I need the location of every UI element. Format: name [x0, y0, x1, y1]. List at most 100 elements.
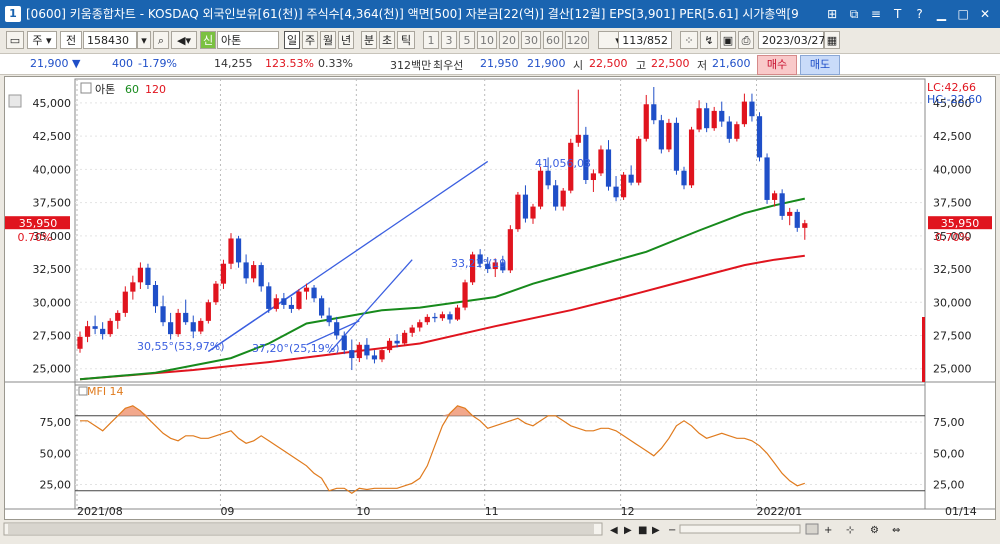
code-dropdown-icon[interactable]: ▾ [137, 31, 151, 49]
mfi-tick-left: 75,00 [40, 416, 72, 429]
interval-tick-button[interactable]: 틱 [397, 31, 415, 49]
minute-60-button[interactable]: 60 [543, 31, 563, 49]
trendline-annotation: 33,21°(19 [451, 257, 506, 270]
interval-week-button[interactable]: 주 [302, 31, 318, 49]
close-icon[interactable]: ✕ [979, 7, 991, 21]
candle-body [553, 185, 559, 207]
chart-option-icon[interactable]: ↯ [700, 31, 718, 49]
candle-body [235, 238, 242, 263]
candle-body [734, 124, 740, 139]
volume: 14,255 [214, 57, 253, 70]
minute-10-button[interactable]: 10 [477, 31, 497, 49]
current-price-left: 35,950 [19, 217, 58, 230]
candle-body [281, 298, 287, 305]
candle-body [341, 335, 347, 351]
save-icon[interactable]: ▣ [720, 31, 736, 49]
date-input[interactable]: 2023/03/27 [758, 31, 825, 49]
candle-body [439, 314, 445, 319]
menu-icon[interactable]: ≡ [870, 7, 881, 21]
print-icon[interactable]: ⎙ [738, 31, 754, 49]
scroll-next-icon[interactable]: ▶ [652, 525, 660, 536]
candle-body [756, 116, 763, 158]
price-pane-frame [74, 78, 926, 387]
candle-body [251, 265, 257, 279]
chart-svg[interactable]: 25,000 25,000 27,500 27,500 30,000 30,000 32,5… [5, 77, 995, 519]
layout-icon[interactable]: ▭ [6, 31, 24, 49]
price-tick-right: 40,000 [933, 163, 972, 176]
mfi-tick-right: 75,00 [933, 416, 965, 429]
price-tick-right: 42,500 [933, 130, 972, 143]
best-bid: 21,900 [527, 57, 566, 70]
stock-code-input[interactable]: 158430 [83, 31, 137, 49]
help-icon[interactable]: ? [916, 7, 923, 21]
mfi-tick-right: 50,00 [933, 447, 965, 460]
volume-ratio: 123.53% [265, 57, 314, 70]
candle-body [379, 350, 385, 360]
ma60-line [79, 197, 806, 381]
candle-body [643, 104, 649, 139]
buy-button[interactable]: 매수 [757, 55, 797, 75]
candle-body [628, 174, 634, 183]
minute-20-button[interactable]: 20 [499, 31, 519, 49]
interval-year-button[interactable]: 년 [338, 31, 354, 49]
font-icon[interactable]: T [894, 7, 902, 21]
restore-icon[interactable]: ⧉ [849, 7, 859, 21]
maximize-icon[interactable]: □ [957, 7, 969, 21]
zoom-out-icon[interactable]: − [668, 525, 676, 536]
minute-5-button[interactable]: 5 [459, 31, 475, 49]
interval-second-button[interactable]: 초 [379, 31, 395, 49]
sell-button[interactable]: 매도 [800, 55, 840, 75]
minute-3-button[interactable]: 3 [441, 31, 457, 49]
type-select[interactable]: 전 [60, 31, 82, 49]
interval-day-button[interactable]: 일 [284, 31, 300, 49]
grid-icon[interactable]: ⁘ [680, 31, 698, 49]
zoom-slider[interactable] [679, 524, 801, 534]
candle-body [613, 186, 619, 198]
scrollbar-thumb[interactable] [8, 524, 594, 534]
minute-30-button[interactable]: 30 [521, 31, 541, 49]
candle-body [522, 194, 529, 219]
candle-body [583, 134, 589, 181]
app-number-icon[interactable]: 1 [5, 6, 21, 22]
chart-panel[interactable]: 25,000 25,000 27,500 27,500 30,000 30,000 32,5… [4, 76, 996, 520]
search-icon[interactable]: ⌕ [153, 31, 169, 49]
candle-body [605, 149, 612, 187]
interval-month-button[interactable]: 월 [320, 31, 336, 49]
calendar-icon[interactable]: ▦ [824, 31, 840, 49]
candle-body [220, 263, 227, 284]
candle-body [100, 328, 106, 335]
minimize-icon[interactable]: ▁ [936, 7, 946, 21]
scroll-play-icon[interactable]: ▶ [624, 525, 632, 536]
speaker-icon[interactable]: ◀▾ [171, 31, 197, 49]
minute-120-button[interactable]: 120 [565, 31, 589, 49]
price-tick-left: 25,000 [33, 363, 72, 376]
crosshair-icon[interactable]: ⊹ [846, 525, 854, 536]
current-price-tag-right [928, 216, 992, 230]
candle-body [598, 149, 604, 174]
candle-body [492, 262, 498, 270]
tile-icon[interactable]: ⊞ [827, 7, 838, 21]
candle-body [719, 110, 725, 122]
period-select[interactable]: 주 ▾ [27, 31, 57, 49]
expand-icon[interactable]: ⇔ [892, 525, 900, 536]
scroll-prev-icon[interactable]: ◀ [610, 525, 618, 536]
scrollbar-svg[interactable]: ◀ ▶ ■ ▶ − + ⊹ ⚙ ⇔ [0, 521, 1000, 537]
price-tick-right: 27,500 [933, 329, 972, 342]
candle-body [764, 157, 770, 200]
price-tick-right: 37,500 [933, 197, 972, 210]
minute-1-button[interactable]: 1 [423, 31, 439, 49]
candle-body [432, 316, 438, 319]
legend-box-icon [80, 82, 92, 94]
candle-body [779, 193, 785, 216]
page-counter: 113/852 [618, 31, 672, 49]
chart-type-badge[interactable]: 신 [200, 31, 216, 49]
interval-minute-button[interactable]: 분 [361, 31, 377, 49]
price-tick-right: 45,000 [933, 97, 972, 110]
settings-icon[interactable]: ⚙ [870, 525, 879, 536]
zoom-slider-thumb[interactable] [805, 523, 819, 535]
candle-body [145, 267, 151, 285]
candle-body [787, 211, 793, 216]
scroll-stop-icon[interactable]: ■ [638, 525, 647, 536]
stock-name-field[interactable]: 아톤 [217, 31, 279, 49]
zoom-in-icon[interactable]: + [824, 525, 832, 536]
